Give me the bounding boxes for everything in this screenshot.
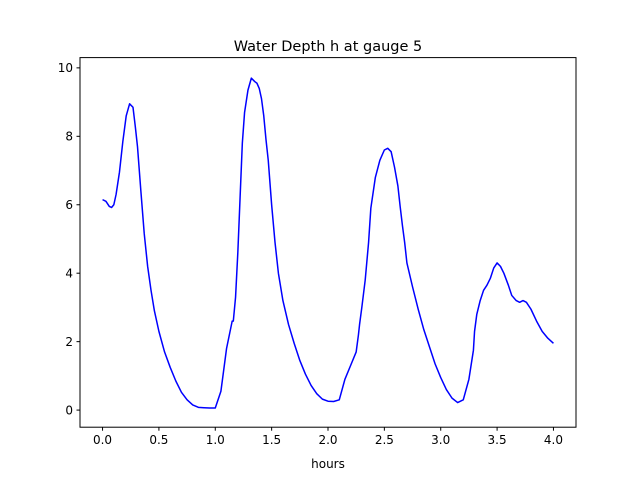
x-tick-label: 3.0 — [431, 433, 450, 447]
plot-area — [102, 77, 554, 409]
y-tick-label: 2 — [65, 335, 73, 349]
y-tick-label: 6 — [65, 198, 73, 212]
y-tick-label: 0 — [65, 403, 73, 417]
x-tick-label: 1.5 — [262, 433, 281, 447]
y-tick-label: 10 — [58, 61, 73, 75]
x-tick-label: 0.0 — [93, 433, 112, 447]
x-tick-label: 1.0 — [206, 433, 225, 447]
chart-title: Water Depth h at gauge 5 — [234, 39, 422, 55]
x-tick-label: 0.5 — [149, 433, 168, 447]
x-tick-label: 2.5 — [375, 433, 394, 447]
y-axis: 0 2 4 6 8 10 — [58, 61, 80, 417]
series-line — [102, 77, 554, 409]
x-tick-label: 3.5 — [488, 433, 507, 447]
x-tick-label: 2.0 — [318, 433, 337, 447]
x-axis-label: hours — [311, 457, 345, 471]
x-tick-label: 4.0 — [544, 433, 563, 447]
x-axis: 0.0 0.5 1.0 1.5 2.0 2.5 3.0 3.5 4.0 — [93, 427, 563, 447]
y-tick-label: 4 — [65, 267, 73, 281]
axes-frame — [79, 57, 577, 428]
y-tick-label: 8 — [65, 130, 73, 144]
